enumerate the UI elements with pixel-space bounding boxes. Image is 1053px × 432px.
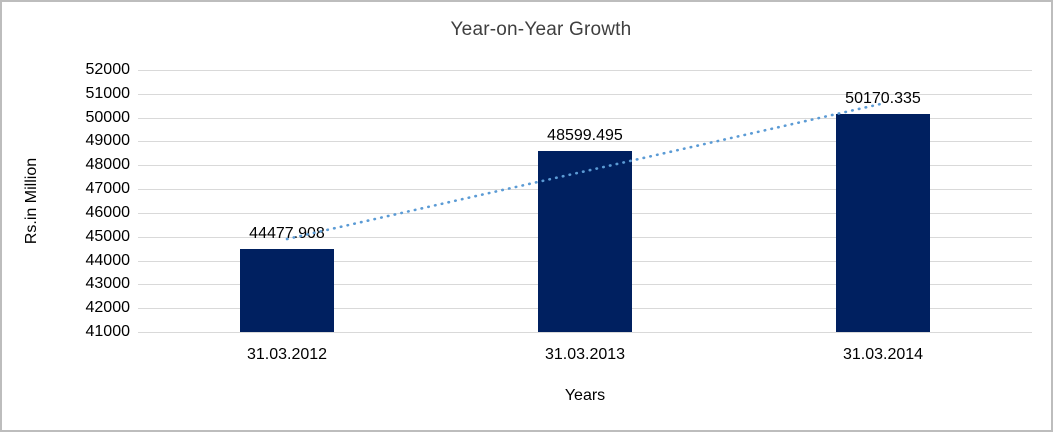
y-axis-tick-label: 41000 <box>85 323 131 340</box>
bar-31.03.2014 <box>836 113 930 332</box>
y-axis-tick-label: 49000 <box>85 132 131 150</box>
x-axis-title: Years <box>564 387 606 404</box>
bar-31.03.2012 <box>240 249 334 332</box>
y-axis-tick-label: 47000 <box>85 180 131 198</box>
x-axis-tick-label: 31.03.2013 <box>544 346 626 363</box>
bar-value-label: 48599.495 <box>547 126 623 144</box>
y-gridline <box>138 93 1032 95</box>
y-axis-tick-label: 51000 <box>85 84 131 102</box>
x-axis-tick-label: 31.03.2012 <box>246 346 328 363</box>
y-gridline <box>138 70 1032 71</box>
y-axis-tick-label: 52000 <box>85 61 131 78</box>
bar-value-label: 50170.335 <box>845 89 921 107</box>
y-axis-tick-label: 42000 <box>85 299 131 317</box>
y-axis-title: Rs.in Million <box>23 157 40 245</box>
x-axis-tick-label: 31.03.2014 <box>842 346 924 363</box>
y-axis-tick-label: 50000 <box>85 108 131 126</box>
y-axis-tick-label: 48000 <box>85 156 131 174</box>
bar-31.03.2013 <box>538 150 632 332</box>
y-axis-tick-label: 43000 <box>85 275 131 293</box>
chart-title: Year-on-Year Growth <box>450 19 632 40</box>
y-axis-tick-label: 45000 <box>85 227 131 245</box>
y-gridline <box>138 332 1032 333</box>
bar-value-label: 44477.908 <box>249 225 325 243</box>
y-axis-tick-label: 46000 <box>85 203 131 221</box>
y-axis-tick-label: 44000 <box>85 251 131 269</box>
